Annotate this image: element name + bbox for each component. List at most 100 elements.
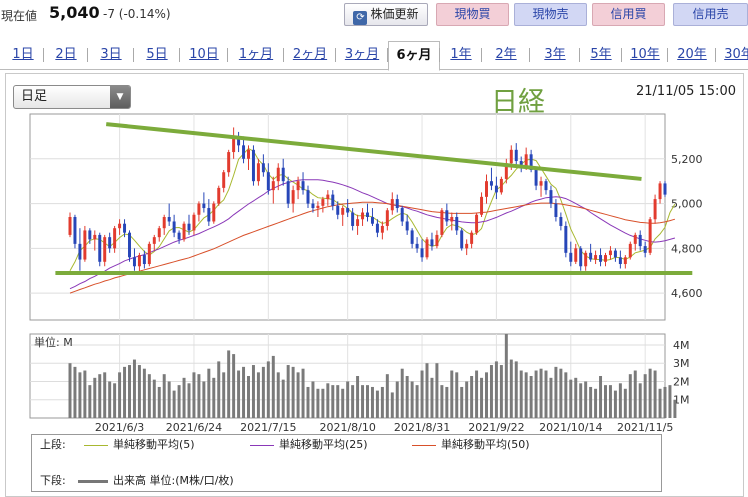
tab-period-8[interactable]: 6ヶ月 xyxy=(388,41,440,71)
candle-body xyxy=(227,152,231,173)
margin-sell-button[interactable]: 信用売 xyxy=(673,3,748,26)
candle-interval-select[interactable]: 日足 ▼ xyxy=(13,85,131,109)
candle-body xyxy=(232,138,236,153)
x-tick-label: 2021/7/15 xyxy=(240,421,296,434)
volume-bar xyxy=(281,379,285,418)
candle-body xyxy=(172,221,176,233)
volume-bar xyxy=(68,363,72,418)
candle-body xyxy=(247,149,250,159)
candle-body xyxy=(648,219,652,253)
volume-bar xyxy=(242,366,246,418)
margin-buy-button[interactable]: 信用買 xyxy=(592,3,665,26)
tab-period-15[interactable]: 30年 xyxy=(716,41,748,69)
volume-bar xyxy=(375,390,379,418)
volume-bar xyxy=(509,359,513,418)
volume-bar xyxy=(331,385,335,418)
tab-period-13[interactable]: 10年 xyxy=(622,41,668,69)
candle-body xyxy=(400,208,404,222)
tab-period-14[interactable]: 20年 xyxy=(668,41,716,69)
tab-period-2[interactable]: 3日 xyxy=(88,41,134,69)
volume-bar xyxy=(167,381,171,418)
candle-body xyxy=(549,190,553,204)
volume-bar xyxy=(604,385,607,418)
volume-bar xyxy=(123,366,127,418)
volume-bar xyxy=(227,350,231,418)
x-tick-label: 2021/9/22 xyxy=(468,421,524,434)
candle-body xyxy=(113,228,117,249)
candle-body xyxy=(351,212,355,226)
volume-bar xyxy=(222,372,226,418)
candle-body xyxy=(390,199,394,211)
volume-bar xyxy=(643,374,647,418)
volume-bar xyxy=(162,374,166,418)
volume-bar xyxy=(326,383,330,418)
legend-ma50-label: 単純移動平均(50) xyxy=(441,438,530,451)
tab-period-9[interactable]: 1年 xyxy=(440,41,482,69)
candle-body xyxy=(628,243,632,258)
candle-body xyxy=(574,248,578,262)
refresh-price-button[interactable]: ⟳ 株価更新 xyxy=(344,3,428,26)
candle-body xyxy=(108,237,112,249)
volume-bar xyxy=(142,368,146,418)
candle-body xyxy=(356,219,360,226)
candle-body xyxy=(251,149,255,182)
x-tick-label: 2021/10/14 xyxy=(539,421,602,434)
tab-period-11[interactable]: 3年 xyxy=(530,41,580,69)
legend-ma25: 単純移動平均(25) xyxy=(250,438,368,452)
candle-body xyxy=(395,199,399,209)
candle-body xyxy=(534,169,538,186)
volume-bar xyxy=(346,381,350,418)
tab-period-4[interactable]: 10日 xyxy=(180,41,228,69)
candle-body xyxy=(341,208,345,215)
period-tabs: 1日 2日 3日 5日 10日 1ヶ月 2ヶ月 3ヶ月 6ヶ月 1年 2年 3年 5年 10年 20年 30年 xyxy=(0,40,748,71)
candle-body xyxy=(430,239,434,247)
volume-bar xyxy=(137,365,141,418)
cash-buy-button[interactable]: 現物買 xyxy=(436,3,509,26)
volume-tick-label: 2M xyxy=(673,375,690,388)
candle-body xyxy=(93,234,97,240)
legend-upper-label: 上段: xyxy=(40,438,66,451)
volume-bar xyxy=(217,361,221,418)
volume-bar xyxy=(569,379,573,418)
legend-ma5: 単純移動平均(5) xyxy=(84,438,195,452)
tab-separator xyxy=(43,48,44,62)
tab-period-6[interactable]: 2ヶ月 xyxy=(284,41,336,69)
cash-sell-button[interactable]: 現物売 xyxy=(514,3,587,26)
candle-body xyxy=(375,223,379,233)
candle-body xyxy=(73,217,77,244)
tab-period-1[interactable]: 2日 xyxy=(44,41,88,69)
candle-body xyxy=(539,181,543,186)
tab-period-10[interactable]: 2年 xyxy=(482,41,530,69)
tab-period-12[interactable]: 5年 xyxy=(580,41,622,69)
tab-period-label: 5年 xyxy=(590,47,612,62)
volume-bar xyxy=(113,383,117,418)
volume-bar xyxy=(237,370,241,418)
tab-period-0[interactable]: 1日 xyxy=(2,41,44,69)
legend-volume-label: 出来高 単位:(M株/口/枚) xyxy=(113,474,234,487)
candle-body xyxy=(529,154,533,170)
candle-body xyxy=(212,203,216,222)
tab-period-5[interactable]: 1ヶ月 xyxy=(228,41,284,69)
refresh-label: 株価更新 xyxy=(370,7,419,21)
volume-bar xyxy=(420,370,424,418)
tab-separator xyxy=(283,48,284,62)
tab-separator xyxy=(621,48,622,62)
volume-bar xyxy=(341,388,345,418)
candle-body xyxy=(589,252,593,260)
candle-body xyxy=(271,181,275,191)
candle-body xyxy=(157,228,161,238)
volume-bar xyxy=(266,361,270,418)
tab-period-3[interactable]: 5日 xyxy=(134,41,180,69)
tab-period-7[interactable]: 3ヶ月 xyxy=(336,41,388,69)
tab-period-label: 2日 xyxy=(55,47,77,62)
x-tick-label: 2021/6/24 xyxy=(166,421,222,434)
tab-period-label: 30年 xyxy=(724,47,748,62)
candle-body xyxy=(480,196,484,215)
candle-body xyxy=(604,255,607,262)
candle-body xyxy=(237,138,241,146)
volume-bar xyxy=(128,365,131,418)
candle-body xyxy=(137,255,141,267)
volume-bar xyxy=(559,368,563,418)
tab-period-label: 6ヶ月 xyxy=(396,48,432,63)
candle-body xyxy=(197,203,201,215)
